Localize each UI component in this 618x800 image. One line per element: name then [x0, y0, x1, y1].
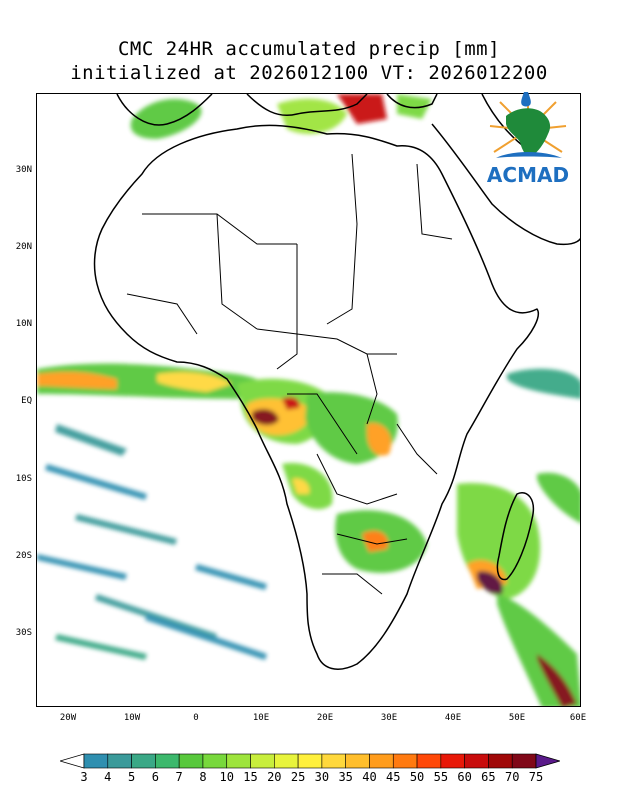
colorbar-level-label: 45 [386, 770, 401, 784]
y-tick-label: EQ [21, 396, 32, 406]
x-tick-label: 20W [59, 713, 77, 723]
x-tick-label: 20E [316, 713, 334, 723]
precip-map [37, 94, 580, 706]
colorbar-under-triangle [60, 753, 85, 769]
colorbar-level-label: 6 [151, 770, 159, 784]
colorbar-level-label: 3 [80, 770, 88, 784]
acmad-logo-icon: ACMAD [487, 92, 569, 187]
colorbar-over-triangle [535, 753, 560, 769]
colorbar-segment [464, 753, 489, 769]
colorbar-segment [440, 753, 465, 769]
colorbar-level-label: 20 [267, 770, 282, 784]
y-tick-label: 20N [15, 242, 32, 252]
colorbar-segment [250, 753, 275, 769]
colorbar-level-label: 60 [457, 770, 472, 784]
country-borders [126, 153, 453, 595]
colorbar-level-label: 75 [528, 770, 544, 784]
colorbar-level-label: 50 [409, 770, 425, 784]
map-panel [36, 93, 581, 707]
y-tick-label: 10S [15, 474, 32, 484]
colorbar-level-label: 35 [338, 770, 353, 784]
colorbar-level-label: 15 [243, 770, 258, 784]
colorbar-segment [107, 753, 132, 769]
colorbar-segment [131, 753, 156, 769]
y-tick-label: 10N [15, 319, 32, 329]
colorbar-level-label: 70 [504, 770, 520, 784]
colorbar-segment [392, 753, 418, 769]
colorbar [60, 753, 560, 769]
colorbar-segment [369, 753, 394, 769]
colorbar-segment [155, 753, 180, 769]
colorbar-segment [416, 753, 442, 769]
colorbar-segment [202, 753, 228, 769]
colorbar-segment [83, 753, 109, 769]
y-tick-label: 30S [15, 628, 32, 638]
colorbar-level-label: 55 [433, 770, 449, 784]
colorbar-segment [274, 753, 299, 769]
y-tick-label: 20S [15, 551, 32, 561]
colorbar-segment [511, 753, 537, 769]
x-tick-label: 40E [444, 713, 462, 723]
y-tick-label: 30N [15, 165, 32, 175]
colorbar-segment [178, 753, 204, 769]
colorbar-level-label: 40 [362, 770, 377, 784]
colorbar-segment [226, 753, 251, 769]
colorbar-segment [321, 753, 346, 769]
colorbar-level-label: 30 [314, 770, 330, 784]
colorbar-level-label: 25 [290, 770, 306, 784]
colorbar-level-label: 7 [175, 770, 183, 784]
chart-title-line2: initialized at 2026012100 VT: 2026012200 [70, 62, 548, 84]
colorbar-level-label: 4 [104, 770, 112, 784]
colorbar-level-label: 65 [481, 770, 496, 784]
logo-text: ACMAD [487, 163, 569, 186]
colorbar-level-label: 5 [127, 770, 136, 784]
coastlines [93, 94, 580, 670]
x-tick-label: 60E [569, 713, 587, 723]
chart-title-line1: CMC 24HR accumulated precip [mm] [117, 38, 501, 60]
x-tick-label: 50E [508, 713, 526, 723]
x-tick-label: 10W [123, 713, 141, 723]
x-tick-label: 30E [380, 713, 398, 723]
x-tick-label: 10E [252, 713, 270, 723]
colorbar-segment [345, 753, 370, 769]
colorbar-level-label: 8 [199, 770, 207, 784]
acmad-logo: ACMAD [478, 86, 578, 187]
colorbar-segment [488, 753, 513, 769]
colorbar-level-label: 10 [219, 770, 234, 784]
x-tick-label: 0 [193, 713, 199, 723]
colorbar-segment [297, 753, 323, 769]
